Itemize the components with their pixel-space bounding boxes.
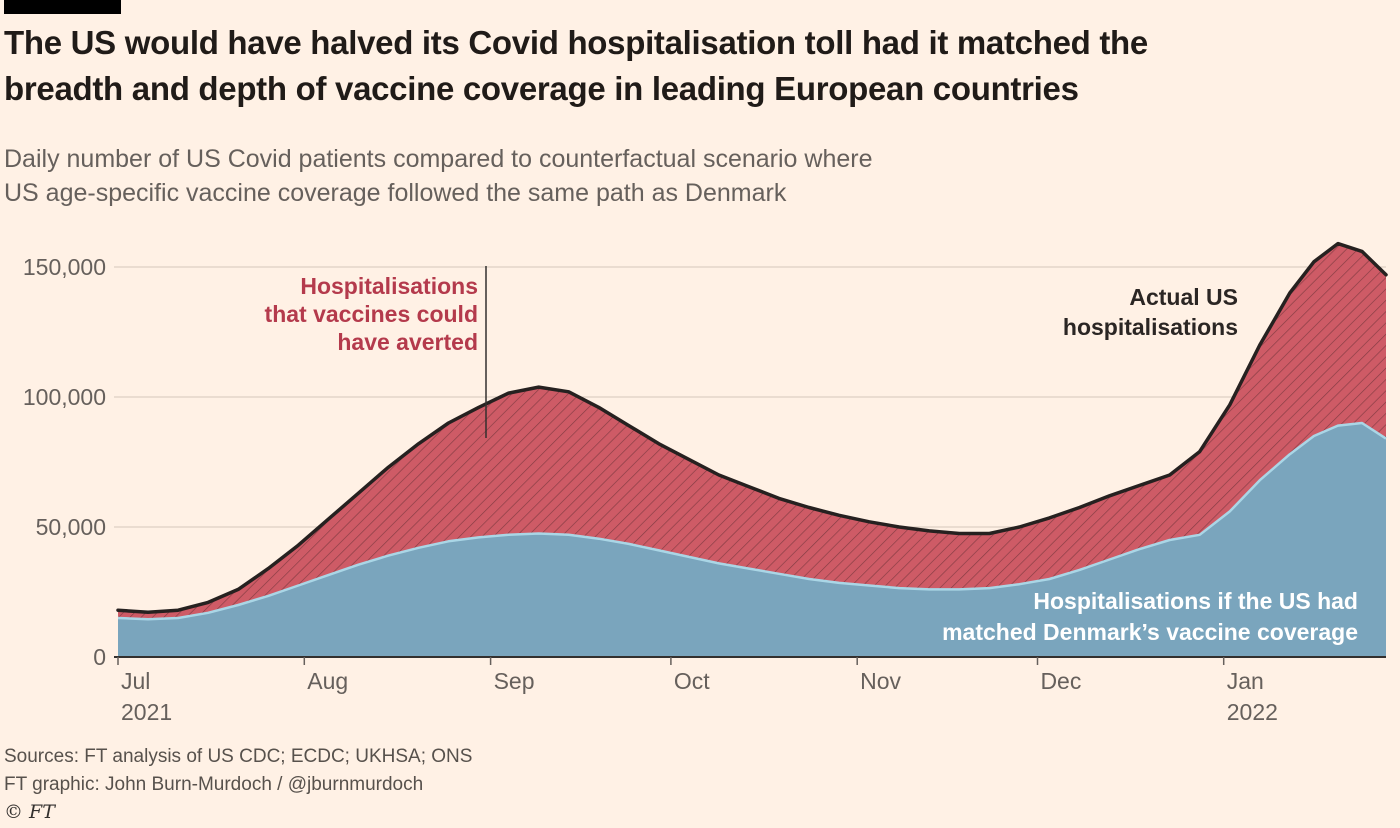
sources-text: Sources: FT analysis of US CDC; ECDC; UK… [4, 746, 473, 767]
annotation-averted-line-1: Hospitalisations [300, 273, 478, 299]
annotation-averted: Hospitalisations that vaccines could hav… [178, 272, 478, 356]
annotation-counterfactual-line-2: matched Denmark’s vaccine coverage [942, 619, 1358, 645]
annotation-actual: Actual US hospitalisations [1018, 282, 1238, 342]
credit-text: FT graphic: John Burn-Murdoch / @jburnmu… [4, 774, 424, 795]
subtitle-line-2: US age-specific vaccine coverage followe… [4, 179, 787, 207]
title-line-2: breadth and depth of vaccine coverage in… [4, 70, 1079, 107]
annotation-actual-line-2: hospitalisations [1062, 314, 1238, 340]
subtitle-line-1: Daily number of US Covid patients compar… [4, 145, 873, 173]
counterfactual-area [118, 423, 1386, 657]
chart-subtitle: Daily number of US Covid patients compar… [4, 142, 1304, 210]
annotation-counterfactual: Hospitalisations if the US had matched D… [798, 586, 1358, 648]
counterfactual-line [117, 421, 1387, 621]
ft-brand-bar [4, 0, 121, 14]
annotation-averted-line-3: have averted [337, 329, 478, 355]
annotation-actual-line-1: Actual US [1129, 284, 1238, 310]
averted-area-hatch [118, 243, 1386, 620]
actual-line [116, 241, 1388, 615]
annotation-averted-line-2: that vaccines could [264, 301, 478, 327]
chart-title: The US would have halved its Covid hospi… [4, 20, 1398, 112]
ft-copyright-mark: © FT [4, 801, 55, 823]
title-line-1: The US would have halved its Covid hospi… [4, 24, 1148, 61]
annotation-counterfactual-line-1: Hospitalisations if the US had [1033, 588, 1358, 614]
